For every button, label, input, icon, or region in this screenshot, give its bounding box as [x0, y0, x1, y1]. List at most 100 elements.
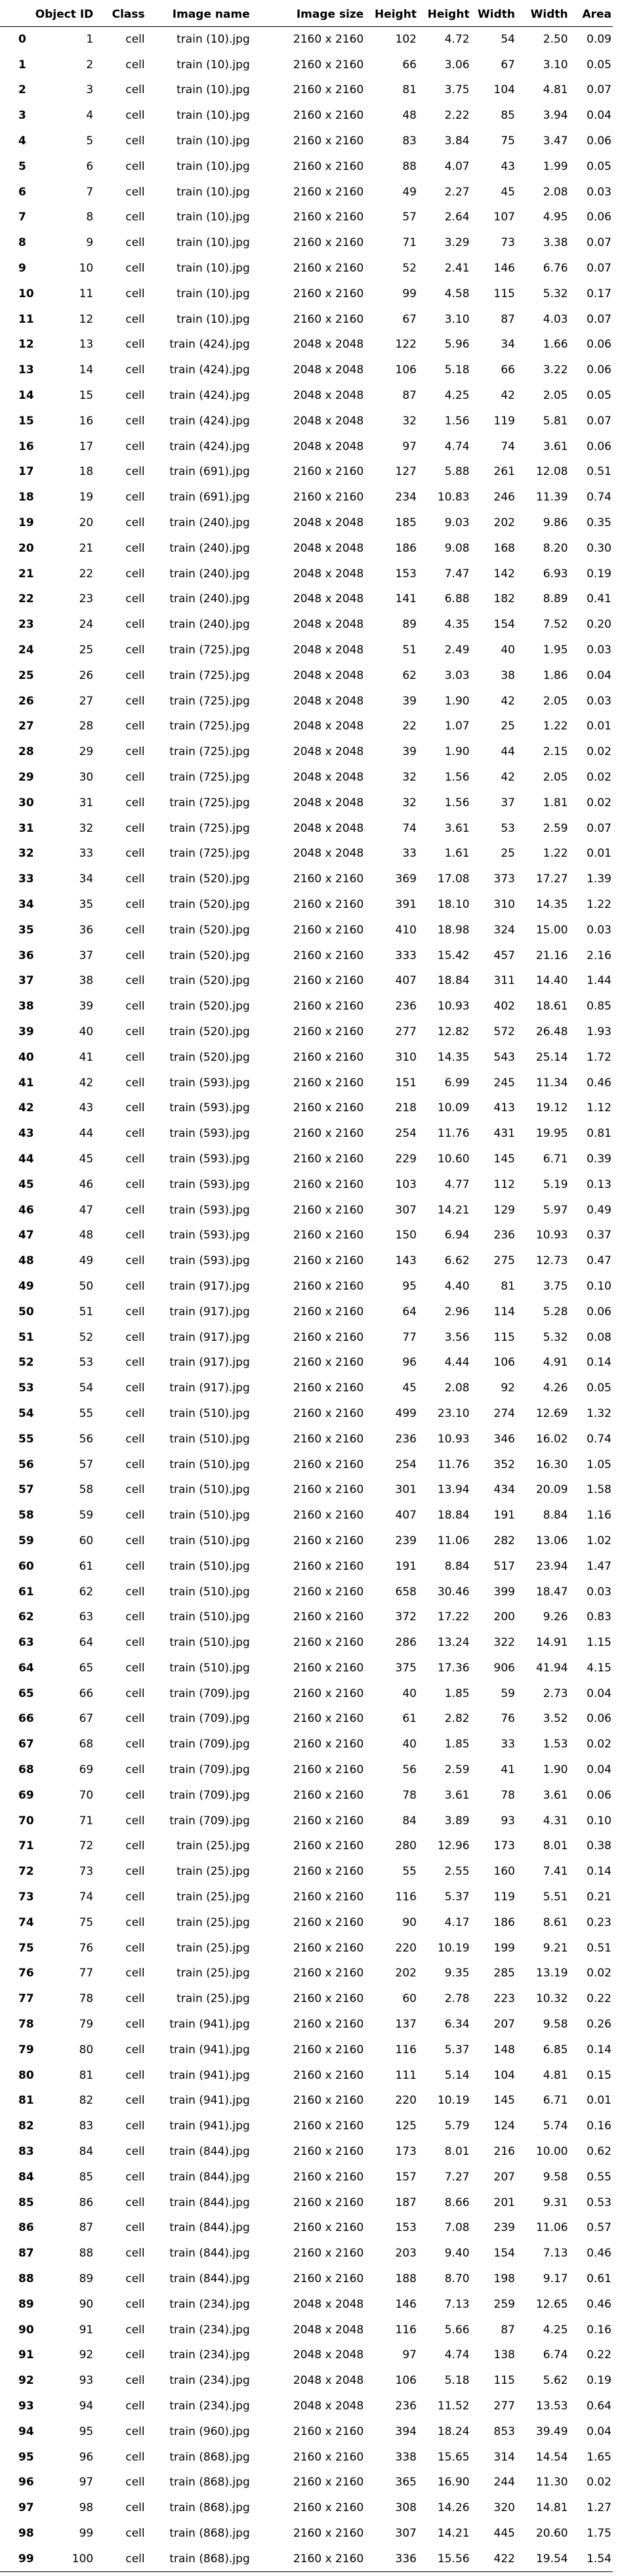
width-px-cell: 106: [469, 1349, 515, 1376]
image-size-cell: 2160 x 2160: [293, 2196, 364, 2209]
row-index: 77: [18, 1992, 34, 2006]
row-index: 22: [0, 586, 35, 612]
width-px-cell: 115: [469, 2367, 515, 2394]
table-row: 37 38 cell train (520).jpg 2160 x 2160 407 18.…: [0, 968, 613, 994]
image-size-cell: 2160 x 2160: [293, 1127, 364, 1141]
image-name-cell: train (844).jpg: [169, 2196, 250, 2209]
image-name-cell: train (10).jpg: [144, 281, 250, 307]
image-size-cell: 2160 x 2160: [249, 1400, 364, 1427]
height-px-cell: 52: [402, 262, 417, 276]
width-pct-cell: 9.86: [543, 516, 568, 530]
table-row: 24 25 cell train (725).jpg 2048 x 2048 51 2.49…: [0, 637, 613, 663]
row-index: 4: [0, 128, 35, 154]
height-px-cell: 83: [363, 128, 417, 154]
image-name-cell: train (234).jpg: [169, 2297, 250, 2311]
width-px-cell: 422: [469, 2546, 515, 2573]
table-row: 54 55 cell train (510).jpg 2160 x 2160 499 23.…: [0, 1400, 613, 1427]
object-id-cell: 65: [35, 1655, 94, 1681]
image-size-cell: 2160 x 2160: [249, 943, 364, 968]
height-px-cell: 307: [363, 1197, 417, 1223]
object-id-cell: 42: [79, 1076, 94, 1090]
height-pct-cell: 9.08: [416, 535, 470, 562]
table-row: 29 30 cell train (725).jpg 2048 x 2048 32 1.56…: [0, 765, 613, 790]
row-index: 42: [0, 1095, 35, 1121]
image-size-cell: 2160 x 2160: [293, 262, 364, 276]
image-name-cell: train (725).jpg: [169, 821, 250, 835]
row-index: 85: [18, 2196, 34, 2209]
row-index: 12: [0, 332, 35, 358]
class-cell: cell: [93, 943, 145, 968]
row-index: 92: [0, 2367, 35, 2394]
row-index: 2: [0, 77, 35, 103]
width-pct-cell: 9.58: [515, 2164, 568, 2190]
height-px-cell: 236: [395, 2400, 417, 2413]
table-row: 91 92 cell train (234).jpg 2048 x 2048 97 4.74…: [0, 2342, 613, 2368]
class-cell: cell: [93, 586, 145, 612]
image-size-cell: 2160 x 2160: [293, 1025, 364, 1038]
object-id-cell: 56: [79, 1432, 94, 1446]
height-pct-cell: 12.82: [437, 1025, 470, 1038]
height-pct-cell: 13.94: [437, 1483, 470, 1497]
object-id-cell: 52: [79, 1330, 94, 1344]
image-name-cell: train (520).jpg: [169, 974, 250, 988]
image-name-cell: train (960).jpg: [144, 2419, 250, 2445]
height-pct-cell: 11.52: [437, 2400, 470, 2413]
object-id-cell: 37: [35, 943, 94, 968]
width-px-cell: 44: [469, 739, 515, 765]
width-pct-cell: 2.15: [515, 739, 568, 765]
image-size-cell: 2160 x 2160: [249, 2062, 364, 2089]
area-cell: 0.02: [568, 2470, 613, 2495]
object-id-cell: 64: [79, 1636, 94, 1650]
area-cell: 1.47: [568, 1553, 613, 1580]
class-cell: cell: [125, 1127, 145, 1141]
width-px-cell: 38: [501, 668, 515, 682]
area-cell: 0.22: [587, 1992, 611, 2006]
table-row: 95 96 cell train (868).jpg 2160 x 2160 338 15.…: [0, 2444, 613, 2470]
area-cell: 0.17: [568, 281, 613, 307]
area-cell: 0.06: [568, 434, 613, 460]
width-pct-cell: 5.32: [515, 281, 568, 307]
width-pct-cell: 2.05: [515, 688, 568, 714]
row-index: 69: [18, 1788, 34, 1802]
class-cell: cell: [125, 2348, 145, 2362]
height-pct-cell: 17.22: [416, 1604, 470, 1630]
height-px-cell: 39: [363, 739, 417, 765]
height-px-cell: 103: [395, 1177, 417, 1191]
table-row: 77 78 cell train (25).jpg 2160 x 2160 60 2.78 2…: [0, 1986, 613, 2012]
row-index: 46: [0, 1197, 35, 1223]
class-cell: cell: [125, 159, 145, 173]
height-pct-cell: 18.10: [416, 891, 470, 918]
object-id-cell: 30: [79, 771, 94, 784]
width-px-cell: 399: [493, 1585, 515, 1599]
height-px-cell: 67: [402, 312, 417, 326]
height-px-cell: 186: [363, 535, 417, 562]
width-px-cell: 129: [469, 1197, 515, 1223]
row-index: 26: [0, 688, 35, 714]
area-cell: 0.03: [587, 923, 611, 937]
image-size-cell: 2160 x 2160: [249, 1655, 364, 1681]
table-row: 38 39 cell train (520).jpg 2160 x 2160 236 10.…: [0, 993, 613, 1019]
image-size-cell: 2048 x 2048: [293, 720, 364, 733]
image-name-cell: train (844).jpg: [144, 2266, 250, 2292]
image-size-cell: 2048 x 2048: [249, 688, 364, 714]
image-size-cell: 2160 x 2160: [293, 2247, 364, 2260]
object-id-cell: 46: [79, 1177, 94, 1191]
object-id-cell: 15: [35, 382, 94, 409]
image-size-cell: 2160 x 2160: [293, 58, 364, 72]
table-row: 23 24 cell train (240).jpg 2048 x 2048 89 4.35…: [0, 612, 613, 638]
table-row: 15 16 cell train (424).jpg 2048 x 2048 32 1.56…: [0, 408, 613, 434]
width-px-cell: 517: [469, 1553, 515, 1580]
image-size-cell: 2160 x 2160: [293, 2094, 364, 2108]
width-pct-cell: 8.20: [515, 535, 568, 562]
area-cell: 0.53: [587, 2196, 611, 2209]
object-id-cell: 43: [35, 1095, 94, 1121]
class-cell: cell: [125, 1279, 145, 1293]
row-index: 1: [18, 58, 26, 72]
image-name-cell: train (725).jpg: [169, 771, 250, 784]
image-size-cell: 2160 x 2160: [249, 1808, 364, 1834]
image-name-cell: train (25).jpg: [176, 1839, 250, 1853]
class-cell: cell: [125, 1177, 145, 1191]
width-pct-cell: 12.65: [535, 2297, 568, 2311]
image-name-cell: train (10).jpg: [176, 262, 250, 276]
